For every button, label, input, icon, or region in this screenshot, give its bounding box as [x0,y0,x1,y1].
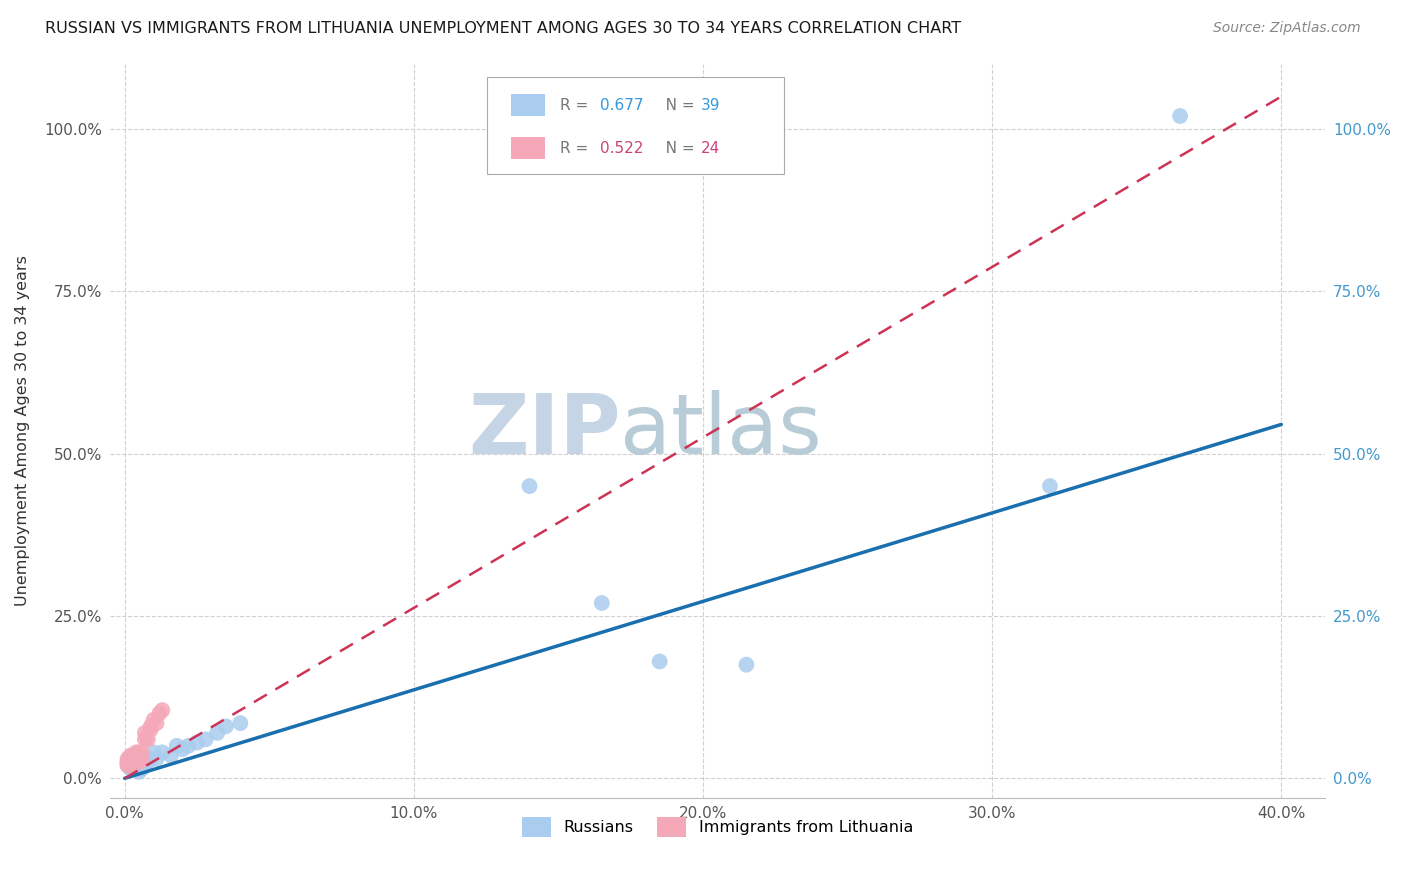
Point [122,762,145,776]
Point [194,732,217,747]
Point [186,736,208,750]
Point [172,742,194,756]
Point [125,745,148,759]
Point [134,732,156,747]
FancyBboxPatch shape [510,137,546,160]
Point [150,703,173,717]
Point [131,752,153,766]
Point [120,755,142,769]
Point [1039,479,1062,493]
Point [117,758,139,772]
FancyBboxPatch shape [510,95,546,116]
Text: N =: N = [651,97,699,112]
Point [139,719,162,733]
Text: atlas: atlas [620,391,823,472]
Point [160,748,183,763]
Point [128,764,150,779]
Point [125,758,148,772]
Point [128,755,150,769]
Point [142,745,165,759]
Point [1168,109,1191,123]
Point [120,758,142,772]
Point [120,752,142,766]
Text: N =: N = [651,141,699,156]
Point [128,758,150,772]
Text: ZIP: ZIP [468,391,620,472]
Text: R =: R = [560,141,593,156]
Point [131,762,153,776]
Point [117,755,139,769]
Point [120,748,142,763]
Point [591,596,613,610]
Point [215,719,238,733]
Point [139,752,162,766]
Point [125,755,148,769]
Point [134,726,156,740]
Point [229,716,252,731]
Point [131,745,153,759]
Point [139,723,162,737]
Point [120,758,142,772]
Point [148,706,170,721]
Legend: Russians, Immigrants from Lithuania: Russians, Immigrants from Lithuania [513,809,921,845]
Point [145,752,167,766]
Point [120,762,142,776]
Point [122,748,145,763]
Point [128,745,150,759]
Point [205,726,228,740]
Point [150,745,173,759]
Point [177,739,200,753]
Point [735,657,758,672]
Point [136,755,159,769]
Point [519,479,541,493]
Point [122,752,145,766]
Point [117,752,139,766]
Point [134,758,156,772]
Point [145,716,167,731]
Text: Source: ZipAtlas.com: Source: ZipAtlas.com [1213,21,1361,35]
FancyBboxPatch shape [486,78,785,174]
Point [120,755,142,769]
Point [122,755,145,769]
Point [131,758,153,772]
Point [136,732,159,747]
Y-axis label: Unemployment Among Ages 30 to 34 years: Unemployment Among Ages 30 to 34 years [15,255,30,607]
Text: 0.677: 0.677 [599,97,643,112]
Point [128,755,150,769]
Point [122,755,145,769]
Text: 24: 24 [700,141,720,156]
Text: RUSSIAN VS IMMIGRANTS FROM LITHUANIA UNEMPLOYMENT AMONG AGES 30 TO 34 YEARS CORR: RUSSIAN VS IMMIGRANTS FROM LITHUANIA UNE… [45,21,962,36]
Text: 0.522: 0.522 [599,141,643,156]
Point [166,739,188,753]
Point [142,713,165,727]
Point [122,758,145,772]
Point [128,762,150,776]
Point [125,752,148,766]
Text: R =: R = [560,97,593,112]
Point [117,755,139,769]
Point [648,655,671,669]
Point [117,758,139,772]
Text: 39: 39 [700,97,720,112]
Point [125,762,148,776]
